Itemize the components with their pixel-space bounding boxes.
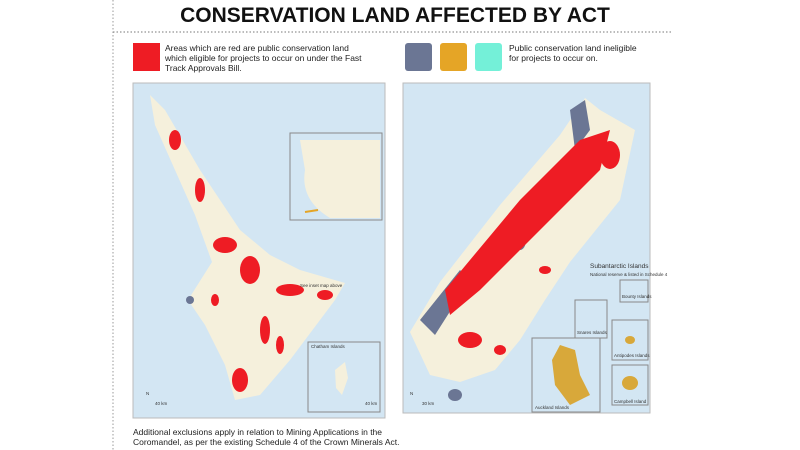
map-label: National reserve & listed in Schedule 4 [590,272,668,277]
legend-text: Public conservation land ineligible for … [509,43,637,63]
legend-swatch [475,43,502,71]
map-label: Auckland Islands [535,405,570,410]
map-label: Bounty Islands [622,294,652,299]
inset-feature [304,209,319,213]
north-arrow: N [146,391,149,396]
inset-map [574,299,608,339]
legend-swatch [405,43,432,71]
scale-label: 40 km [365,401,378,406]
inset-map [619,279,649,303]
eligible-land [445,130,620,355]
legend-swatch [440,43,467,71]
eligible-land [169,130,333,392]
north-arrow: N [410,391,413,396]
scale-label: 30 km [422,401,435,406]
antipodes-island [625,336,635,344]
title: CONSERVATION LAND AFFECTED BY ACT [180,4,610,27]
map-label: See inset map above [300,283,343,288]
ineligible-land [186,296,194,304]
auckland-islands [552,345,590,405]
chatham-island [335,362,348,395]
north-island [150,95,345,400]
inset-map [307,341,381,413]
map-label: Subantarctic Islands [590,263,649,270]
legend-text: Areas which are red are public conservat… [165,43,362,73]
campbell-island [622,376,638,390]
map-label: Chatham Islands [311,344,346,349]
map-label: Antipodes Islands [614,353,650,358]
map-label: Campbell Island [614,399,647,404]
map-label: Snares Islands [577,330,608,335]
scale-label: 40 km [155,401,168,406]
legend-swatch [133,43,160,71]
inset-land [300,140,380,218]
footnote: Additional exclusions apply in relation … [133,427,400,447]
